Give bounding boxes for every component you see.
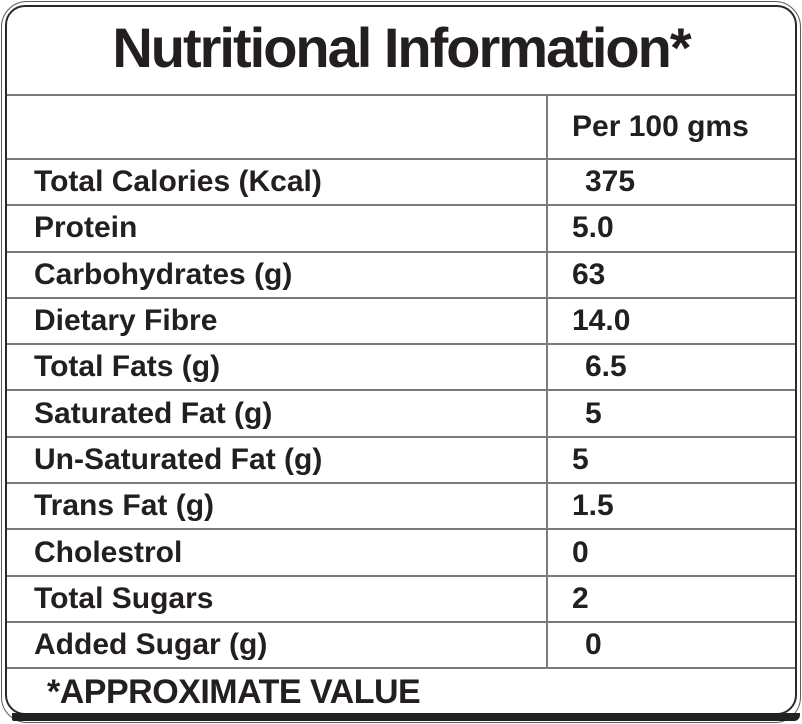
nutrient-name: Carbohydrates (g) bbox=[34, 257, 293, 291]
nutrient-name: Un-Saturated Fat (g) bbox=[34, 442, 323, 476]
table-row: Total Sugars 2 bbox=[7, 574, 795, 621]
table-row: Carbohydrates (g) 63 bbox=[7, 250, 795, 297]
table-row: Trans Fat (g) 1.5 bbox=[7, 482, 795, 529]
column-header: Per 100 gms bbox=[546, 96, 795, 158]
table-row: Un-Saturated Fat (g) 5 bbox=[7, 435, 795, 483]
nutrient-value: 5 bbox=[546, 437, 795, 483]
nutrient-name: Saturated Fat (g) bbox=[34, 396, 273, 430]
table-row: Cholestrol 0 bbox=[7, 528, 795, 575]
bottom-edge-bar bbox=[12, 713, 800, 721]
nutrient-name: Protein bbox=[34, 211, 138, 245]
nutrient-value: 375 bbox=[546, 160, 795, 205]
nutrient-name: Dietary Fibre bbox=[34, 304, 218, 338]
nutrient-value: 1.5 bbox=[546, 484, 795, 529]
nutrient-value: 0 bbox=[546, 622, 795, 668]
header-name-cell bbox=[7, 96, 546, 158]
table-row: Dietary Fibre 14.0 bbox=[7, 296, 795, 344]
nutrient-name: Total Calories (Kcal) bbox=[34, 165, 322, 199]
nutrient-value: 0 bbox=[546, 530, 795, 575]
nutrient-value: 5 bbox=[546, 391, 795, 436]
table-row: Added Sugar (g) 0 bbox=[7, 620, 795, 668]
table-row: Saturated Fat (g) 5 bbox=[7, 389, 795, 436]
table-row: Total Calories (Kcal) 375 bbox=[7, 158, 795, 205]
nutrient-value: 63 bbox=[546, 252, 795, 297]
nutrient-value: 14.0 bbox=[546, 298, 795, 344]
label-title: Nutritional Information* bbox=[112, 15, 691, 79]
nutrient-value: 6.5 bbox=[546, 345, 795, 390]
nutrient-name: Total Fats (g) bbox=[34, 350, 221, 384]
nutrient-name: Trans Fat (g) bbox=[34, 489, 215, 523]
table-header-row: Per 100 gms bbox=[7, 94, 795, 158]
footnote: *APPROXIMATE VALUE bbox=[7, 667, 795, 715]
nutrient-name: Total Sugars bbox=[34, 581, 214, 615]
nutrient-name: Cholestrol bbox=[34, 535, 183, 569]
nutrient-value: 5.0 bbox=[546, 206, 795, 251]
table-row: Protein 5.0 bbox=[7, 204, 795, 251]
nutrition-table: Per 100 gms Total Calories (Kcal) 375 Pr… bbox=[7, 94, 795, 668]
nutrient-value: 2 bbox=[546, 576, 795, 621]
table-row: Total Fats (g) 6.5 bbox=[7, 343, 795, 390]
nutrient-name: Added Sugar (g) bbox=[34, 628, 268, 662]
label-content: Nutritional Information* Per 100 gms Tot… bbox=[7, 0, 795, 715]
